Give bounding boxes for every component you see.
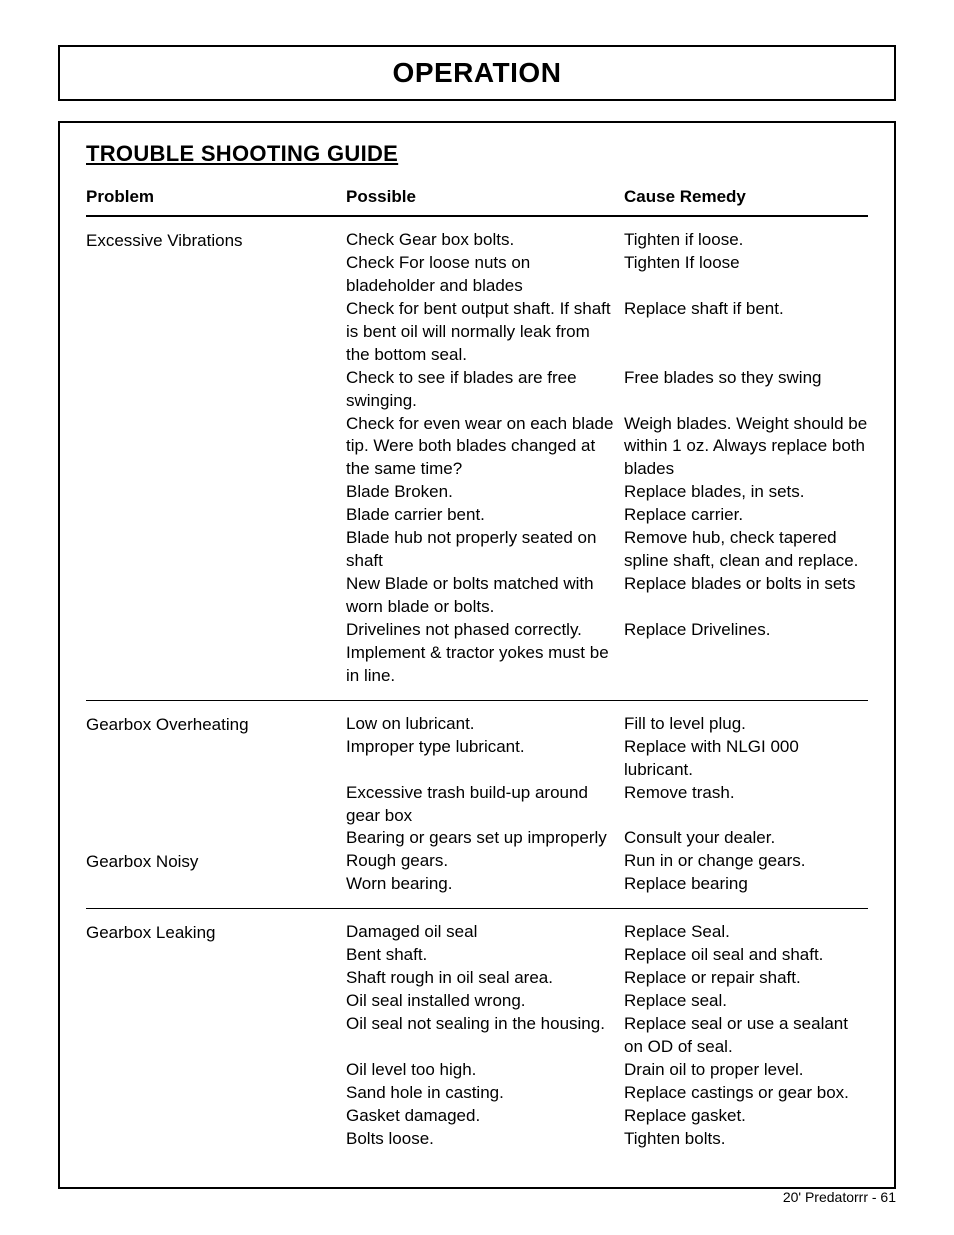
possible-cause: Check for even wear on each blade tip. W… [346,413,624,482]
possible-cause: Bolts loose. [346,1128,624,1151]
header-problem: Problem [86,187,346,207]
possible-cause: Check for bent output shaft. If shaft is… [346,298,624,367]
cause-remedy-row: Low on lubricant.Fill to level plug. [346,713,868,736]
possible-cause: Gasket damaged. [346,1105,624,1128]
possible-cause: Oil seal installed wrong. [346,990,624,1013]
possible-cause: New Blade or bolts matched with worn bla… [346,573,624,619]
remedy: Free blades so they swing [624,367,868,390]
cause-remedy-row: Check for even wear on each blade tip. W… [346,413,868,482]
cause-remedy-row: New Blade or bolts matched with worn bla… [346,573,868,619]
cause-remedy-row: Rough gears.Run in or change gears. [346,850,868,873]
possible-cause: Excessive trash build-up around gear box [346,782,624,828]
cause-remedy-row: Blade carrier bent.Replace carrier. [346,504,868,527]
page-title: OPERATION [60,57,894,89]
problem-section: Gearbox LeakingDamaged oil sealReplace S… [86,921,868,1150]
possible-cause: Blade carrier bent. [346,504,624,527]
table-header-row: Problem Possible Cause Remedy [86,187,868,217]
possible-cause: Oil seal not sealing in the housing. [346,1013,624,1036]
cause-remedy-row: Bearing or gears set up improperlyConsul… [346,827,868,850]
cause-remedy-row: Check Gear box bolts.Tighten if loose. [346,229,868,252]
problem-label: Gearbox Leaking [86,921,346,943]
remedy: Replace shaft if bent. [624,298,868,321]
section-title: TROUBLE SHOOTING GUIDE [86,141,868,167]
possible-cause: Blade hub not properly seated on shaft [346,527,624,573]
section-divider [86,700,868,701]
possible-cause: Blade Broken. [346,481,624,504]
remedy: Replace oil seal and shaft. [624,944,868,967]
cause-remedy-row: Damaged oil sealReplace Seal. [346,921,868,944]
cause-remedy-row: Excessive trash build-up around gear box… [346,782,868,828]
cause-remedy-row: Oil seal not sealing in the housing.Repl… [346,1013,868,1059]
sections-container: Excessive VibrationsCheck Gear box bolts… [86,229,868,1151]
cause-remedy-row: Bolts loose.Tighten bolts. [346,1128,868,1151]
remedy: Replace gasket. [624,1105,868,1128]
remedy: Replace Drivelines. [624,619,868,642]
problem-label: Gearbox Overheating [86,713,346,735]
remedy: Replace or repair shaft. [624,967,868,990]
page-title-box: OPERATION [58,45,896,101]
remedy: Drain oil to proper level. [624,1059,868,1082]
remedy: Run in or change gears. [624,850,868,873]
remedy: Tighten if loose. [624,229,868,252]
remedy: Consult your dealer. [624,827,868,850]
possible-cause: Sand hole in casting. [346,1082,624,1105]
possible-cause: Check Gear box bolts. [346,229,624,252]
problem-detail-column: Damaged oil sealReplace Seal.Bent shaft.… [346,921,868,1150]
page-footer: 20' Predatorrr - 61 [783,1189,896,1205]
cause-remedy-row: Sand hole in casting.Replace castings or… [346,1082,868,1105]
remedy: Remove trash. [624,782,868,805]
possible-cause: Oil level too high. [346,1059,624,1082]
remedy: Replace carrier. [624,504,868,527]
possible-cause: Shaft rough in oil seal area. [346,967,624,990]
header-possible: Possible [346,187,624,207]
possible-cause: Worn bearing. [346,873,624,896]
remedy: Replace seal or use a sealant on OD of s… [624,1013,868,1059]
remedy: Replace seal. [624,990,868,1013]
possible-cause: Bent shaft. [346,944,624,967]
problem-section: Gearbox NoisyRough gears.Run in or chang… [86,850,868,896]
cause-remedy-row: Oil level too high.Drain oil to proper l… [346,1059,868,1082]
cause-remedy-row: Blade hub not properly seated on shaftRe… [346,527,868,573]
possible-cause: Low on lubricant. [346,713,624,736]
remedy: Remove hub, check tapered spline shaft, … [624,527,868,573]
section-divider [86,908,868,909]
cause-remedy-row: Improper type lubricant.Replace with NLG… [346,736,868,782]
cause-remedy-row: Check for bent output shaft. If shaft is… [346,298,868,367]
cause-remedy-row: Shaft rough in oil seal area.Replace or … [346,967,868,990]
problem-section: Excessive VibrationsCheck Gear box bolts… [86,229,868,688]
remedy: Replace blades, in sets. [624,481,868,504]
header-remedy: Cause Remedy [624,187,868,207]
possible-cause: Drivelines not phased correctly. Impleme… [346,619,624,688]
cause-remedy-row: Check to see if blades are free swinging… [346,367,868,413]
problem-label: Excessive Vibrations [86,229,346,251]
problem-detail-column: Check Gear box bolts.Tighten if loose.Ch… [346,229,868,688]
possible-cause: Improper type lubricant. [346,736,624,759]
cause-remedy-row: Bent shaft.Replace oil seal and shaft. [346,944,868,967]
cause-remedy-row: Worn bearing.Replace bearing [346,873,868,896]
possible-cause: Rough gears. [346,850,624,873]
problem-detail-column: Low on lubricant.Fill to level plug.Impr… [346,713,868,851]
possible-cause: Damaged oil seal [346,921,624,944]
cause-remedy-row: Drivelines not phased correctly. Impleme… [346,619,868,688]
remedy: Replace with NLGI 000 lubricant. [624,736,868,782]
remedy: Weigh blades. Weight should be within 1 … [624,413,868,482]
remedy: Tighten If loose [624,252,868,275]
remedy: Replace blades or bolts in sets [624,573,868,596]
content-box: TROUBLE SHOOTING GUIDE Problem Possible … [58,121,896,1189]
possible-cause: Check to see if blades are free swinging… [346,367,624,413]
cause-remedy-row: Check For loose nuts on bladeholder and … [346,252,868,298]
remedy: Replace castings or gear box. [624,1082,868,1105]
cause-remedy-row: Gasket damaged.Replace gasket. [346,1105,868,1128]
remedy: Replace bearing [624,873,868,896]
possible-cause: Bearing or gears set up improperly [346,827,624,850]
remedy: Replace Seal. [624,921,868,944]
possible-cause: Check For loose nuts on bladeholder and … [346,252,624,298]
remedy: Fill to level plug. [624,713,868,736]
problem-label: Gearbox Noisy [86,850,346,872]
cause-remedy-row: Oil seal installed wrong.Replace seal. [346,990,868,1013]
cause-remedy-row: Blade Broken.Replace blades, in sets. [346,481,868,504]
problem-section: Gearbox OverheatingLow on lubricant.Fill… [86,713,868,851]
remedy: Tighten bolts. [624,1128,868,1151]
problem-detail-column: Rough gears.Run in or change gears.Worn … [346,850,868,896]
